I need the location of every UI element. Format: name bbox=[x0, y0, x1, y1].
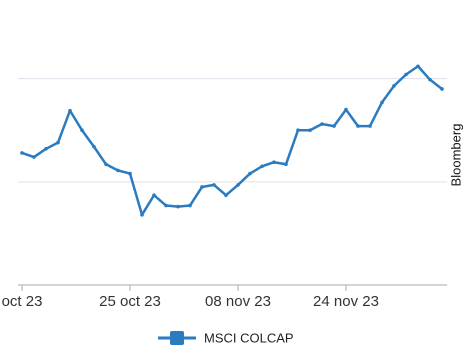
point bbox=[128, 171, 132, 176]
point bbox=[272, 160, 276, 165]
legend-label: MSCI COLCAP bbox=[204, 330, 294, 345]
point bbox=[20, 151, 24, 155]
x-tick-label: 08 nov 23 bbox=[205, 293, 271, 310]
point bbox=[380, 100, 384, 105]
point bbox=[80, 128, 84, 133]
point bbox=[404, 72, 408, 77]
point bbox=[392, 84, 396, 88]
point bbox=[104, 162, 108, 167]
point bbox=[224, 193, 228, 198]
point bbox=[440, 87, 444, 91]
point bbox=[32, 155, 36, 159]
point bbox=[152, 193, 156, 198]
point bbox=[188, 203, 192, 208]
point bbox=[56, 140, 60, 145]
point bbox=[236, 183, 240, 187]
x-tick-label: 24 nov 23 bbox=[313, 293, 379, 310]
point bbox=[140, 213, 144, 217]
point bbox=[284, 162, 288, 167]
point bbox=[356, 124, 360, 128]
point bbox=[116, 168, 120, 173]
point bbox=[416, 64, 420, 69]
series-line bbox=[21, 65, 443, 217]
point bbox=[176, 204, 180, 209]
point bbox=[68, 108, 72, 113]
point bbox=[248, 171, 252, 176]
source-label: Bloomberg bbox=[448, 124, 463, 187]
legend-marker bbox=[170, 331, 184, 345]
point bbox=[368, 124, 372, 128]
point bbox=[164, 203, 168, 208]
point bbox=[44, 147, 48, 151]
point bbox=[320, 122, 324, 126]
point bbox=[200, 185, 204, 189]
point bbox=[344, 107, 348, 112]
point bbox=[92, 144, 96, 149]
x-tick-label: oct 23 bbox=[2, 293, 43, 310]
point bbox=[308, 128, 312, 133]
x-tick-label: 25 oct 23 bbox=[99, 293, 161, 310]
point bbox=[212, 183, 216, 187]
point bbox=[296, 128, 300, 133]
point bbox=[260, 164, 264, 169]
point bbox=[332, 124, 336, 128]
point bbox=[428, 77, 432, 82]
